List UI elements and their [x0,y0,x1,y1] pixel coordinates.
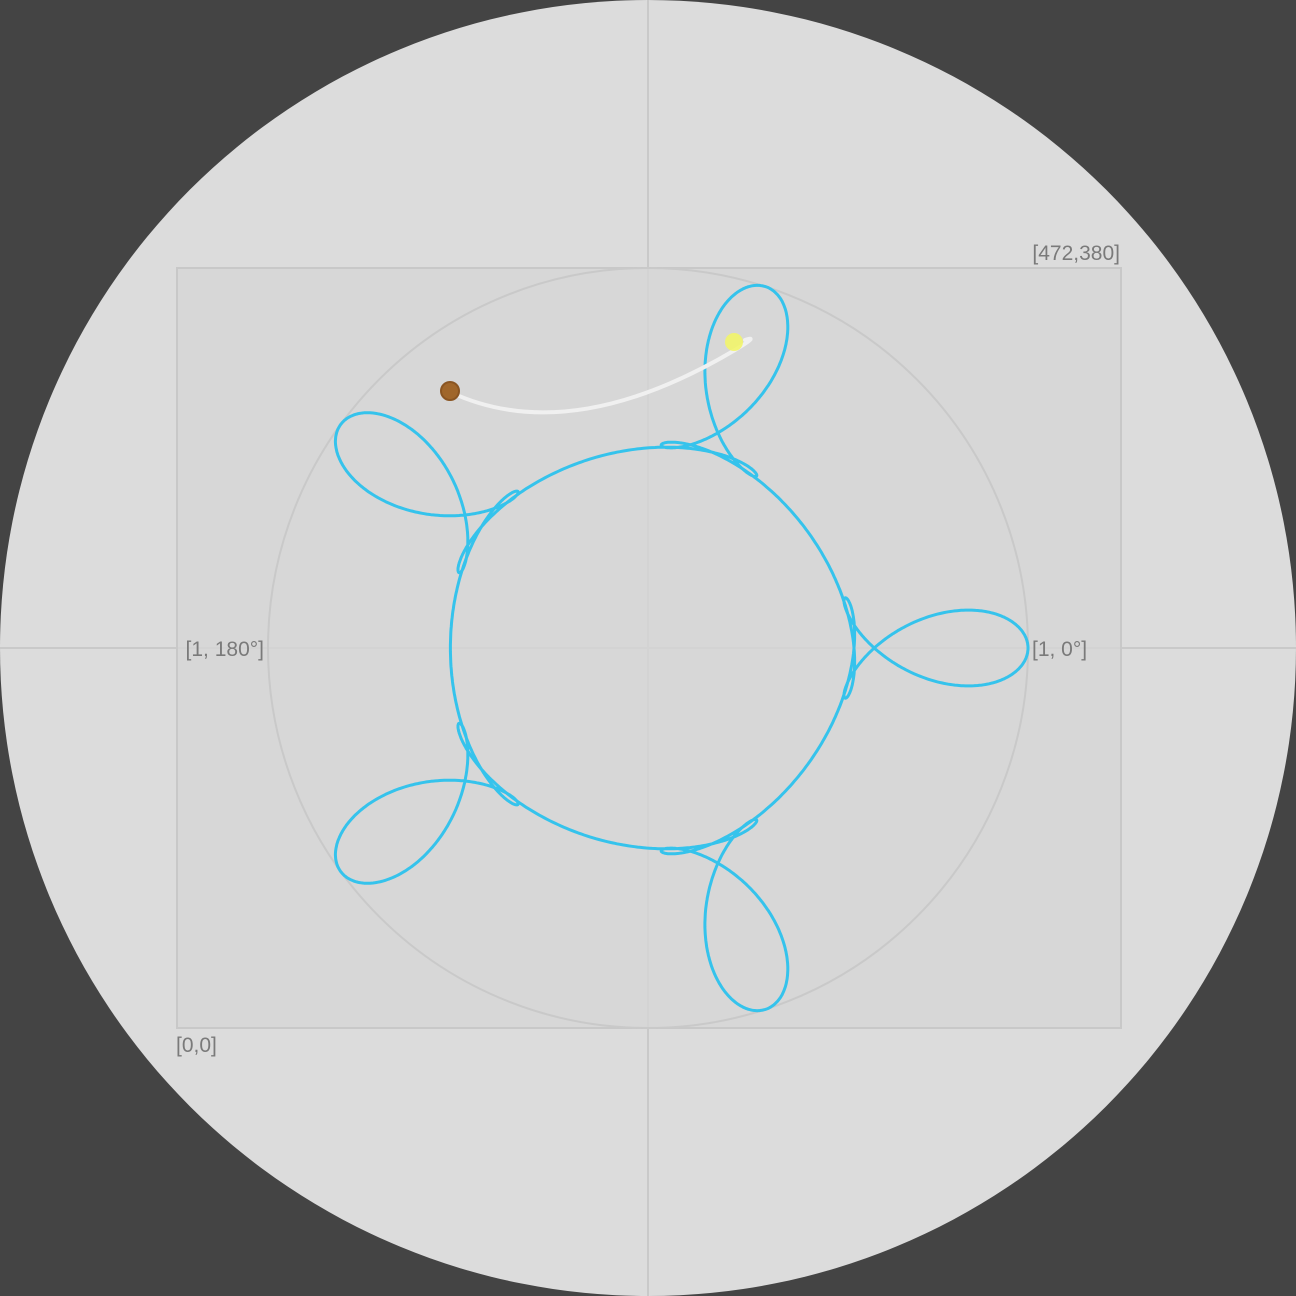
frame-rect [176,267,1122,1029]
trail-path [448,336,753,415]
bottom-left-corner-label: [0,0] [176,1034,217,1057]
right-axis-label: [1, 0°] [1032,638,1087,661]
spirograph-path [333,283,1030,1013]
start-marker[interactable] [440,381,460,401]
current-marker[interactable] [725,333,743,351]
top-right-corner-label: [472,380] [1032,242,1120,265]
left-axis-label: [1, 180°] [186,638,264,661]
